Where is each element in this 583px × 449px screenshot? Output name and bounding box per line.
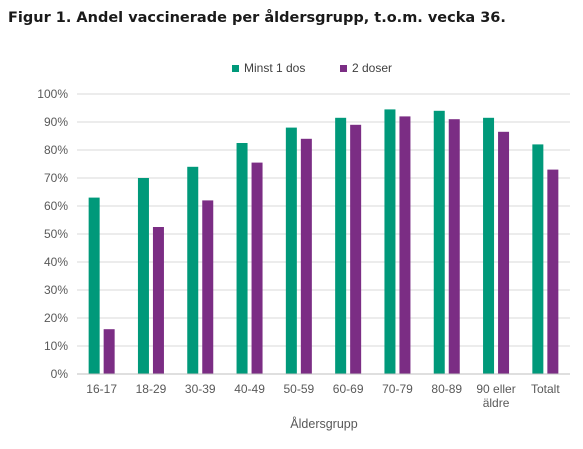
bar-dose1: [384, 109, 396, 375]
y-tick-label: 100%: [37, 87, 68, 101]
y-tick-label: 60%: [44, 199, 68, 213]
bar-dose1: [532, 144, 544, 374]
y-tick-label: 90%: [44, 115, 68, 129]
bar-dose2: [202, 200, 214, 374]
y-tick-label: 40%: [44, 255, 68, 269]
x-tick-label: 18-29: [136, 382, 167, 396]
y-tick-label: 80%: [44, 143, 68, 157]
bar-dose1: [433, 110, 445, 375]
legend-label: Minst 1 dos: [244, 61, 305, 75]
x-tick-label: 90 eller: [476, 382, 515, 396]
chart-title: Figur 1. Andel vaccinerade per åldersgru…: [8, 10, 506, 26]
x-tick-label: 50-59: [283, 382, 314, 396]
y-tick-label: 20%: [44, 311, 68, 325]
bar-dose1: [236, 143, 248, 374]
bar-dose2: [498, 131, 510, 374]
legend-swatch: [232, 65, 239, 72]
x-axis-title: Åldersgrupp: [290, 416, 357, 431]
y-tick-label: 70%: [44, 171, 68, 185]
x-tick-label: äldre: [483, 396, 510, 410]
x-tick-label: 60-69: [333, 382, 364, 396]
bar-dose1: [187, 166, 199, 374]
legend-swatch: [340, 65, 347, 72]
x-tick-label: 30-39: [185, 382, 216, 396]
bars: [88, 109, 559, 375]
y-tick-label: 50%: [44, 227, 68, 241]
bar-dose1: [335, 117, 347, 375]
y-axis-tick-labels: 0% 10% 20% 30% 40% 50% 60% 70% 80% 90% 100%: [37, 87, 68, 381]
bar-dose1: [88, 197, 100, 374]
gridlines: [77, 93, 570, 347]
y-tick-label: 30%: [44, 283, 68, 297]
bar-dose2: [350, 124, 362, 374]
bar-dose2: [152, 227, 164, 374]
y-tick-label: 0%: [51, 367, 69, 381]
legend: Minst 1 dos 2 doser: [232, 61, 392, 75]
x-tick-label: 16-17: [86, 382, 117, 396]
bar-dose2: [300, 138, 312, 374]
x-tick-label: Totalt: [531, 382, 560, 396]
bar-dose2: [103, 329, 115, 374]
bar-dose2: [547, 169, 559, 374]
bar-dose1: [137, 178, 149, 374]
x-axis-tick-labels: 16-17 18-29 30-39 40-49 50-59 60-69 70-79 80-89…: [86, 382, 560, 410]
bar-dose1: [285, 127, 297, 374]
bar-dose2: [399, 116, 411, 375]
bar-dose1: [483, 117, 495, 375]
x-tick-label: 40-49: [234, 382, 265, 396]
legend-label: 2 doser: [352, 61, 392, 75]
bar-dose2: [448, 119, 460, 374]
y-tick-label: 10%: [44, 339, 68, 353]
x-tick-label: 70-79: [382, 382, 413, 396]
bar-dose2: [251, 162, 263, 374]
x-tick-label: 80-89: [431, 382, 462, 396]
